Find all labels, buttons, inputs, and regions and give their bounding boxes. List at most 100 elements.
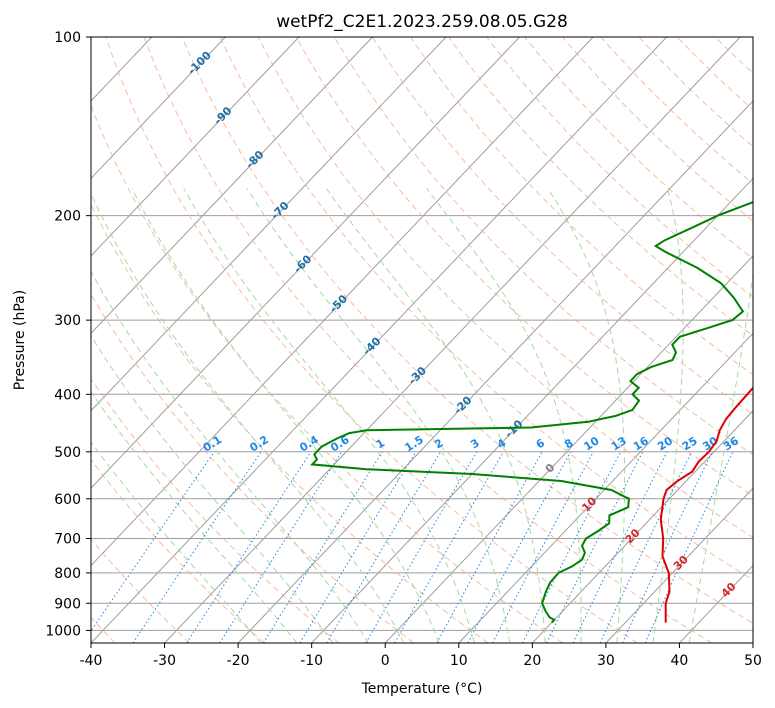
dry-adiabat-line — [295, 37, 753, 497]
mixing-ratio-label: 25 — [680, 434, 700, 453]
isotherm-line — [237, 100, 753, 643]
dry-adiabat-line — [181, 37, 753, 624]
y-tick-label: 400 — [54, 387, 81, 403]
dry-adiabat-line — [562, 37, 753, 222]
moist-adiabat-line — [91, 192, 405, 643]
x-tick-label: 40 — [671, 653, 689, 669]
moist-adiabat-line — [91, 441, 262, 643]
x-tick-label: 0 — [381, 653, 390, 669]
isotherm-line — [164, 37, 741, 643]
dry-adiabat-line — [448, 37, 753, 337]
mixing-ratio-label: 20 — [655, 434, 675, 453]
isotherm-line — [91, 37, 520, 489]
dry-adiabat-line — [524, 37, 753, 260]
y-tick-label: 500 — [54, 445, 81, 461]
mixing-ratio-line — [186, 451, 312, 643]
x-tick-label: -20 — [227, 653, 250, 669]
y-axis-label: Pressure (hPa) — [12, 290, 28, 390]
y-tick-label: 600 — [54, 492, 81, 508]
y-tick-label: 800 — [54, 566, 81, 582]
y-axis: 100 200 300 400 500 600 700 800 900 1000 — [45, 30, 91, 639]
isotherm-line — [91, 37, 447, 412]
profiles — [310, 200, 753, 624]
moist-adiabat-line — [91, 390, 298, 643]
mixing-ratio-line — [644, 451, 734, 643]
isotherm-line — [91, 37, 373, 335]
mixing-ratio-label: 3 — [468, 436, 481, 451]
moist-adiabat-line — [688, 270, 753, 643]
x-tick-label: -40 — [80, 653, 103, 669]
y-tick-label: 900 — [54, 596, 81, 612]
moist-adiabat-line — [547, 188, 626, 643]
mixing-ratio-line — [467, 451, 572, 643]
isotherm-line — [91, 37, 226, 180]
dry-adiabat-line — [91, 104, 563, 643]
dry-adiabat-line — [91, 538, 191, 643]
moist-adiabat-line — [91, 270, 369, 643]
x-axis-label: Temperature (°C) — [361, 681, 483, 697]
line-labels: 0.1 0.2 0.4 0.6 1 1.5 2 3 4 6 8 10 13 16 20 25 30 36-100-… — [185, 49, 741, 601]
isotherm-line — [91, 37, 300, 257]
mixing-ratio-line — [572, 451, 668, 643]
mixing-ratio-line — [91, 451, 215, 632]
mixing-ratio-label: 10 — [582, 434, 602, 453]
isotherm-line — [91, 37, 594, 567]
y-tick-label: 200 — [54, 209, 81, 225]
dry-adiabat-line — [600, 37, 753, 185]
plot-frame — [90, 36, 754, 644]
dry-adiabat-line — [143, 37, 713, 643]
x-tick-label: 30 — [597, 653, 615, 669]
dry-adiabat-line — [371, 37, 753, 416]
x-tick-label: 50 — [744, 653, 762, 669]
dry-adiabat-line — [638, 37, 753, 148]
background-lines — [0, 37, 753, 643]
isotherm-line — [384, 255, 753, 643]
mixing-ratio-label: 6 — [534, 436, 548, 451]
mixing-ratio-line — [365, 451, 478, 643]
isotherm-line — [605, 487, 753, 643]
mixing-ratio-line — [219, 451, 343, 643]
chart-title: wetPf2_C2E1.2023.259.08.05.G28 — [276, 12, 568, 32]
dry-adiabat-line — [219, 37, 753, 581]
dry-adiabat-line — [257, 37, 753, 539]
isotherm-line — [0, 37, 5, 643]
dry-adiabat-line — [486, 37, 753, 298]
moist-adiabat-line — [131, 188, 440, 643]
dry-adiabat-line — [752, 37, 753, 38]
moist-adiabat-line — [183, 188, 475, 643]
mixing-ratio-line — [132, 451, 262, 643]
y-tick-label: 100 — [54, 30, 81, 46]
adiabat-label: 0 — [543, 461, 558, 476]
dry-adiabat-line — [333, 37, 753, 456]
dry-adiabat-line — [410, 37, 753, 376]
dry-adiabat-line — [714, 37, 753, 74]
moist-adiabat-line — [652, 188, 684, 643]
isotherm-line — [752, 642, 753, 643]
dry-adiabat-line — [105, 37, 638, 643]
mixing-ratio-line — [436, 451, 543, 643]
x-tick-label: -10 — [300, 653, 323, 669]
dry-adiabat-line — [91, 203, 489, 643]
dewpoint-line — [310, 200, 753, 624]
x-tick-label: -30 — [153, 653, 176, 669]
y-tick-label: 1000 — [45, 623, 81, 639]
temperature-line — [659, 386, 753, 623]
y-tick-label: 700 — [54, 532, 81, 548]
x-tick-label: 10 — [450, 653, 468, 669]
isotherm-line — [91, 37, 668, 643]
mixing-ratio-label: 16 — [631, 434, 651, 453]
isotherm-line — [458, 332, 753, 643]
mixing-ratio-label: 1 — [374, 436, 387, 451]
mixing-ratio-line — [492, 451, 594, 643]
dry-adiabat-line — [91, 293, 414, 643]
x-axis: -40 -30 -20 -10 0 10 20 30 40 50 — [80, 643, 762, 669]
moist-adiabat-line — [246, 188, 511, 643]
y-tick-label: 300 — [54, 313, 81, 329]
moist-adiabat-line — [325, 188, 546, 643]
isotherm-line — [531, 409, 753, 643]
mixing-ratio-line — [394, 451, 504, 643]
mixing-ratio-line — [299, 451, 417, 643]
moist-adiabat-line — [91, 334, 334, 643]
x-tick-label: 20 — [523, 653, 541, 669]
